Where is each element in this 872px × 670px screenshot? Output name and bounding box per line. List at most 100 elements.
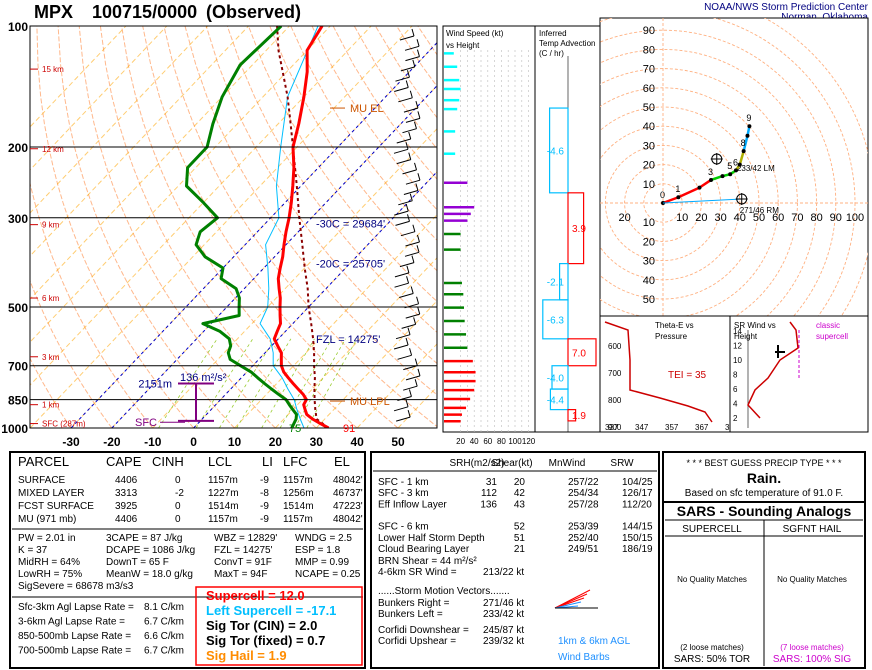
wind-barb <box>400 231 416 237</box>
left-mover-label: 233/42 LM <box>737 164 775 173</box>
dry-adiabat <box>205 26 437 365</box>
wind-barb-flag <box>409 90 413 98</box>
temp-advection-title: Inferred <box>539 29 567 38</box>
hodograph-ring-label: 20 <box>643 160 655 172</box>
srw-y-tick: 4 <box>733 400 738 409</box>
pressure-label: 100 <box>8 20 28 34</box>
wind-barb-flag <box>414 358 418 366</box>
wind-barb-flag <box>405 337 409 346</box>
thermo-value: LowRH = 75% <box>18 569 82 580</box>
wind-barb-flag <box>415 100 419 109</box>
kinematic-panel-border <box>370 451 660 669</box>
wind-barb <box>401 323 416 329</box>
wind-barb <box>398 97 413 103</box>
skewt-border <box>29 25 438 429</box>
srw-y-tick: 10 <box>733 356 742 365</box>
pressure-label: 300 <box>8 212 28 226</box>
theta-inset-title: Pressure <box>655 332 688 341</box>
kinematic-header: SRH(m2/s2) <box>449 458 504 469</box>
parcel-cell: FCST SURFACE <box>18 501 94 512</box>
precip-note: Based on sfc temperature of 91.0 F. <box>685 488 843 499</box>
dewpoint-trace <box>185 26 298 428</box>
thermo-value: ConvT = 91F <box>214 557 272 568</box>
kinematic-cell: 252/40 <box>568 533 599 544</box>
wind-barb-flag <box>405 80 409 88</box>
hodograph-axis-label: 40 <box>734 212 746 224</box>
wind-speed-border <box>442 25 536 433</box>
height-label: 12 km <box>42 145 64 154</box>
wind-barb <box>403 385 418 391</box>
kinematic-cell: 112/20 <box>622 499 652 510</box>
kinematic-cell: 186/19 <box>622 544 653 555</box>
dry-adiabat <box>99 26 317 428</box>
wind-barb <box>405 375 421 381</box>
parcel-cell: MIXED LAYER <box>18 488 85 499</box>
wind-barb <box>405 241 420 247</box>
wind-barb-flag <box>407 214 410 222</box>
pressure-label: 200 <box>8 141 28 155</box>
pressure-label: 500 <box>8 301 28 315</box>
kinematic-header: MnWind <box>549 458 586 469</box>
parcel-cell: 4406 <box>115 475 138 486</box>
wind-barb-flag <box>413 317 417 325</box>
theta-x-tick: 357 <box>665 423 679 432</box>
wind-barb <box>404 251 420 257</box>
mu-lpl-label: MU LPL <box>350 396 390 408</box>
wind-barb <box>395 76 410 82</box>
wind-speed-title: Wind Speed (kt) <box>446 29 504 38</box>
lapse-label: 3-6km Agl Lapse Rate = <box>18 617 125 628</box>
temp-advection-label: -4.6 <box>547 146 565 157</box>
eff-srh-label: 136 m²/s² <box>180 372 227 384</box>
kinematic-cell: 257/22 <box>568 477 599 488</box>
skewt-plot: 100 200 300 500 700 850 1000 -30 -20 -10 0 10 20 30 40… <box>1 20 438 449</box>
parcel-cell: MU (971 mb) <box>18 514 76 525</box>
height-label: 1 km <box>42 401 60 410</box>
bunkers-right-label: Bunkers Right = <box>378 598 450 609</box>
kinematic-cell: 150/15 <box>622 533 653 544</box>
theta-inset-border <box>599 315 731 433</box>
wind-barb <box>393 148 409 154</box>
wind-barb <box>396 416 411 422</box>
mixing-ratio-line <box>306 338 358 428</box>
wind-barb <box>405 179 421 185</box>
wind-barb-flag <box>410 286 414 294</box>
wind-barb-flag <box>409 348 413 356</box>
pressure-label: 850 <box>8 394 28 408</box>
srw-inset-title: SR Wind vs <box>734 321 776 330</box>
kinematic-row-label: Cloud Bearing Layer <box>378 544 470 555</box>
dry-adiabat <box>36 26 194 428</box>
sars-loose: (2 loose matches) <box>680 643 744 652</box>
wind-barb-flag <box>411 28 415 37</box>
thermo-value: FZL = 14275' <box>214 545 273 556</box>
classic-supercell-label: supercell <box>816 332 848 341</box>
hodograph-point <box>733 168 738 173</box>
dry-adiabat <box>269 26 437 272</box>
wind-speed-tick: 60 <box>483 437 492 446</box>
parcel-header: LFC <box>283 454 308 469</box>
composite-index: Supercell = 12.0 <box>206 588 305 603</box>
kinematic-cell: 52 <box>514 522 526 533</box>
height-label: 9 km <box>42 221 60 230</box>
hodograph-ring-label: 40 <box>643 275 655 287</box>
kinematic-cell: 51 <box>514 533 526 544</box>
parcel-header: CINH <box>152 454 184 469</box>
temp-tick-label: 20 <box>269 435 283 449</box>
isotherm <box>275 257 437 428</box>
station-id: MPX <box>34 2 73 22</box>
lapse-label: 700-500mb Lapse Rate = <box>18 646 131 657</box>
parcel-cell: 1157m <box>283 514 313 525</box>
thermo-value: WBZ = 12829' <box>214 533 277 544</box>
hodograph-ring-label: 90 <box>643 25 655 37</box>
sfc-dewpoint-label: 75 <box>289 423 301 435</box>
wind-barb <box>394 87 409 92</box>
parcel-cell: SURFACE <box>18 475 66 486</box>
composite-index: Sig Tor (CIN) = 2.0 <box>206 618 317 633</box>
hodograph-point <box>737 162 742 167</box>
theta-y-tick: 600 <box>608 342 622 351</box>
isotherm-minus20 <box>111 85 437 428</box>
wind-barb <box>394 282 409 288</box>
thermo-value: NCAPE = 0.25 <box>295 569 361 580</box>
hodograph-ring-label: 40 <box>643 121 655 133</box>
parcel-cell: 48042' <box>333 514 363 525</box>
